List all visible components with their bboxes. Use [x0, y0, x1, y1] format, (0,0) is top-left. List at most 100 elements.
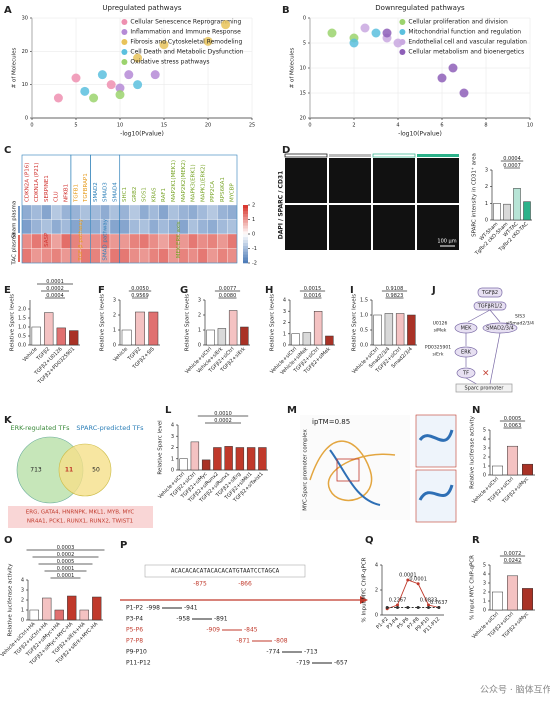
bar	[493, 203, 501, 221]
primer-end: -891	[214, 616, 228, 623]
legend-swatch	[399, 39, 406, 45]
cell	[217, 219, 228, 235]
cell	[90, 233, 101, 249]
cell	[158, 219, 169, 235]
cell	[148, 219, 159, 235]
y-tick-label: 0	[198, 343, 201, 349]
y-tick-label: 2	[171, 445, 174, 451]
cell	[148, 233, 159, 249]
cell	[197, 219, 208, 235]
p-value: 0.0007	[503, 163, 521, 169]
cell	[139, 204, 150, 220]
column-label: MAP2K2(MEK2)	[181, 160, 187, 202]
primer-start: -909	[206, 627, 220, 634]
bar	[522, 463, 533, 476]
bar	[190, 441, 200, 471]
p-value: 0.9108	[386, 286, 404, 292]
bar	[29, 609, 39, 621]
p-value: 0.2267	[389, 598, 407, 604]
colorbar-step	[243, 205, 248, 209]
colorbar-step	[243, 251, 248, 255]
y-tick-label: 0	[485, 218, 488, 224]
y-tick-label: 4	[483, 572, 486, 578]
point	[396, 606, 399, 609]
legend-swatch	[121, 39, 128, 45]
y-tick-label: 0	[483, 473, 486, 479]
bar	[240, 326, 249, 346]
panel-letter: Q	[365, 535, 374, 546]
p-value: 0.0004	[46, 293, 64, 299]
column-label: RAF1	[161, 188, 167, 202]
structure-model	[300, 414, 457, 523]
y-tick-label: 15	[300, 91, 306, 97]
legend-swatch	[121, 29, 128, 35]
p-value: 0.0072	[504, 551, 522, 557]
primer-start: -998	[146, 605, 160, 612]
panel-letter: F	[98, 285, 105, 296]
bar	[507, 445, 518, 476]
y-tick-label: 3	[483, 446, 486, 452]
y-tick-label: 0	[303, 16, 306, 22]
column-label: MYCBP	[230, 183, 236, 202]
point	[360, 23, 370, 33]
bar	[67, 595, 77, 621]
x-tick-label: 5	[74, 123, 77, 129]
y-tick-label: 0	[113, 343, 116, 349]
column-label: MAPK3(ERK1)	[191, 164, 197, 202]
bar	[503, 203, 511, 221]
y-tick-label: 30	[22, 16, 28, 22]
y-tick-label: 5	[303, 41, 306, 47]
p-value: 0.0077	[219, 286, 237, 292]
point	[97, 70, 107, 80]
cell	[41, 248, 52, 264]
column-label: SMAD4	[112, 182, 118, 202]
y-tick-label: 20	[22, 49, 28, 55]
y-tick-label: 1	[198, 328, 201, 334]
point	[53, 93, 63, 103]
x-tick-label: 15	[161, 123, 167, 129]
legend-label: Oxidative stress pathways	[130, 59, 209, 66]
bar	[302, 332, 312, 346]
point	[133, 80, 143, 90]
y-tick-label: 10	[22, 82, 28, 88]
point	[427, 606, 430, 609]
panel-letter: B	[282, 5, 290, 16]
point	[459, 88, 469, 98]
point	[71, 73, 81, 83]
p-value: 0.9823	[386, 293, 404, 299]
cell	[187, 248, 199, 264]
node-label: ERK	[461, 350, 472, 356]
cell	[139, 219, 150, 235]
legend-swatch	[121, 19, 128, 25]
x-tick-label: 10	[117, 123, 123, 129]
chart-title: Upregulated pathways	[102, 4, 182, 12]
bar	[31, 326, 41, 346]
point	[406, 578, 410, 582]
y-tick-label: 2	[21, 598, 24, 604]
node-label: TF	[462, 371, 469, 377]
bar	[224, 446, 233, 471]
y-tick-label: 0	[283, 343, 286, 349]
primer-start: -719	[296, 660, 310, 667]
set-count: 50	[92, 467, 100, 474]
legend-swatch	[399, 29, 406, 35]
y-tick-label: 1.0	[360, 313, 368, 319]
bar	[522, 588, 533, 611]
x-tick-label: Vehicle	[112, 346, 129, 363]
panel-letter: G	[180, 285, 188, 296]
cell	[41, 219, 52, 235]
y-tick-label: 3	[283, 309, 286, 315]
iptm-score: ipTM=0.85	[312, 418, 350, 426]
colorbar-step	[243, 242, 248, 246]
legend-swatch	[121, 49, 128, 55]
cell	[51, 204, 62, 220]
panel-letter: A	[4, 5, 12, 16]
site-coordinate: -875	[193, 581, 207, 588]
column-label: KRAS	[151, 187, 157, 202]
point	[416, 582, 420, 586]
legend-label: Cell Death and Metabolic Dysfunction	[130, 49, 243, 56]
bar	[79, 609, 89, 621]
venn	[8, 436, 153, 528]
cell	[51, 233, 62, 249]
cell	[119, 248, 130, 264]
